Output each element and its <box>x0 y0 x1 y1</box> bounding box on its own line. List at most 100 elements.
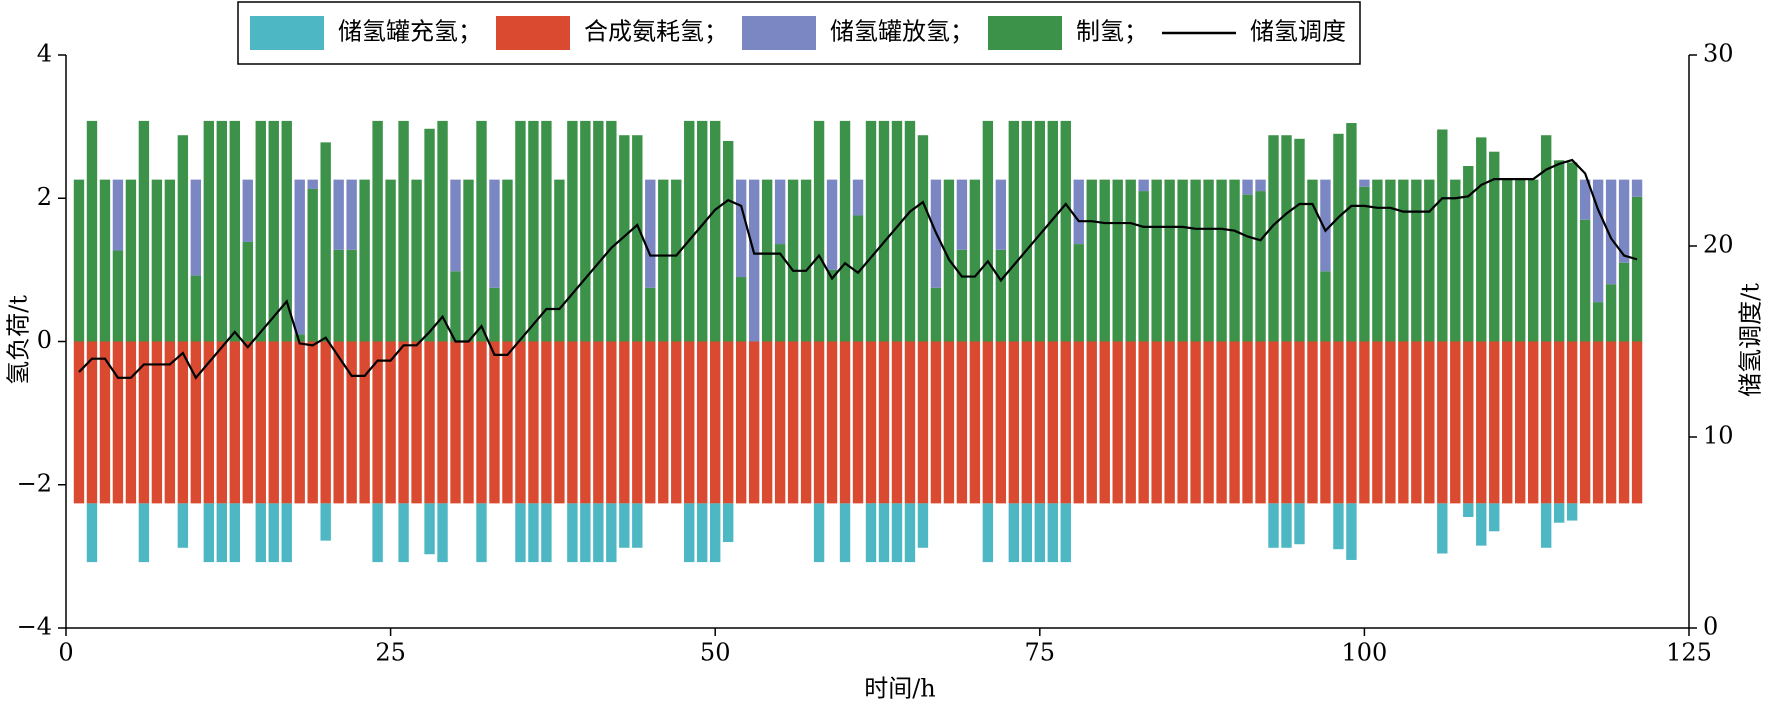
bar <box>1242 179 1253 195</box>
bar <box>813 341 825 504</box>
bar <box>1229 179 1240 342</box>
bar <box>1229 341 1240 504</box>
bar <box>1359 341 1370 504</box>
bar <box>943 341 955 504</box>
bar <box>1242 194 1253 342</box>
bar <box>1047 503 1058 563</box>
bar <box>710 120 721 342</box>
bar <box>307 341 318 504</box>
bar <box>580 503 591 563</box>
bar <box>658 179 669 342</box>
bar <box>73 179 85 342</box>
bar <box>1320 179 1331 272</box>
bar <box>294 179 305 335</box>
bar <box>1203 179 1214 342</box>
bar <box>969 341 981 504</box>
bar <box>1385 341 1396 504</box>
x-axis-label: 时间/h <box>864 675 936 703</box>
bar <box>748 341 760 504</box>
bar <box>359 341 370 504</box>
bar <box>99 341 111 504</box>
bar <box>1372 341 1383 504</box>
bar <box>1540 135 1552 342</box>
bar <box>1346 341 1357 504</box>
bar <box>865 341 877 504</box>
bar <box>1566 162 1578 342</box>
bar <box>982 120 994 342</box>
bar <box>852 341 864 504</box>
bar <box>424 341 435 504</box>
bar <box>878 120 890 342</box>
bar <box>372 503 383 563</box>
bar <box>1372 179 1383 342</box>
bar <box>1281 503 1292 548</box>
bar <box>1592 302 1604 342</box>
bar <box>956 341 968 504</box>
bar <box>735 277 747 342</box>
bar <box>891 503 903 563</box>
bar <box>891 341 903 504</box>
bar <box>528 341 539 504</box>
bar <box>255 120 266 342</box>
y-axis-label: 氢负荷/t <box>5 295 33 385</box>
bar <box>242 179 253 242</box>
bar <box>333 249 344 342</box>
bar <box>1125 341 1136 504</box>
bar <box>437 120 448 342</box>
bar <box>1579 219 1591 342</box>
bar <box>268 341 279 504</box>
bar <box>1294 138 1305 342</box>
bar <box>930 287 942 342</box>
bar <box>645 341 656 504</box>
bar <box>917 503 929 548</box>
bar <box>1489 341 1500 504</box>
bar <box>125 179 137 342</box>
bar <box>489 287 500 342</box>
bar <box>320 503 331 541</box>
bar <box>1566 341 1578 504</box>
y2-axis-label: 储氢调度/t <box>1737 283 1765 397</box>
bar <box>787 341 799 504</box>
bar <box>1073 244 1084 342</box>
bar <box>1592 341 1604 504</box>
y2-tick-label: 30 <box>1703 40 1734 68</box>
bar <box>1034 341 1045 504</box>
bar <box>1203 341 1214 504</box>
bar <box>1631 341 1643 504</box>
bar <box>1411 341 1422 504</box>
bar <box>710 341 721 504</box>
bar <box>826 179 838 270</box>
bar <box>1463 166 1474 342</box>
bar <box>385 341 396 504</box>
legend: 储氢罐充氢； 合成氨耗氢； 储氢罐放氢； 制氢； 储氢调度 <box>237 1 1361 65</box>
x-tick-label: 125 <box>1666 639 1712 667</box>
bar <box>398 503 409 563</box>
y-tick-label: 2 <box>37 183 52 211</box>
bar <box>216 341 228 504</box>
bar <box>1437 341 1448 504</box>
bar <box>1463 341 1474 504</box>
bar <box>839 341 851 504</box>
bar <box>606 503 617 563</box>
bar <box>1618 341 1630 504</box>
bar <box>190 341 202 504</box>
bar <box>281 120 292 342</box>
bar <box>852 179 864 216</box>
bar <box>138 341 150 504</box>
bar <box>450 179 461 272</box>
bar <box>1450 179 1461 342</box>
bar <box>813 503 825 563</box>
bar <box>1320 341 1331 504</box>
bar <box>177 503 189 548</box>
bar <box>229 341 240 504</box>
bar <box>684 341 695 504</box>
y2-tick-label: 0 <box>1703 613 1718 641</box>
bar <box>1631 196 1643 342</box>
bar <box>1138 191 1149 342</box>
bar <box>424 128 435 342</box>
bar <box>229 503 240 563</box>
bar <box>748 179 760 342</box>
bar <box>255 503 266 563</box>
bar <box>411 179 422 342</box>
bar <box>645 287 656 342</box>
